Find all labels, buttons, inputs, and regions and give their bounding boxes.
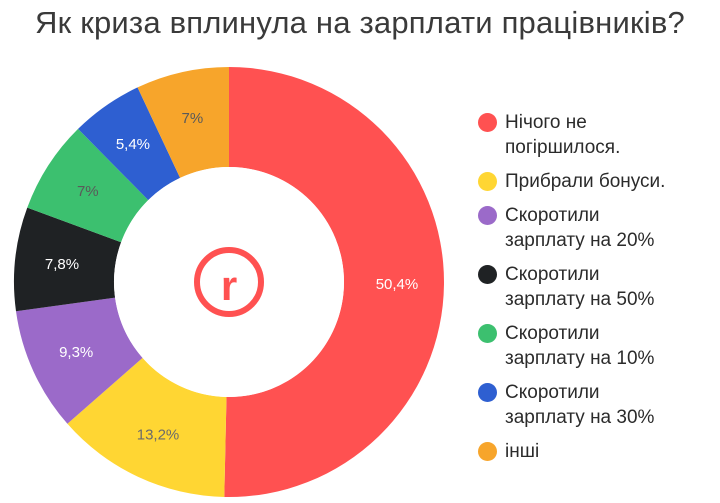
legend-item: Нічого не погіршилося. — [478, 110, 718, 160]
legend-label: Скоротили зарплату на 10% — [505, 323, 655, 369]
donut-slice — [14, 207, 122, 312]
legend-item: Прибрали бонуси. — [478, 169, 718, 194]
legend-swatch — [478, 113, 497, 132]
legend-swatch — [478, 172, 497, 191]
donut-hole — [114, 167, 344, 397]
legend-label: інші — [505, 441, 540, 462]
legend-label: Скоротили зарплату на 30% — [505, 382, 655, 428]
slice-label: 7,8% — [45, 256, 79, 273]
legend: Нічого не погіршилося. Прибрали бонуси. Ско… — [478, 110, 718, 473]
donut-slice — [27, 128, 149, 243]
slice-label: 5,4% — [116, 136, 150, 153]
legend-label: Скоротили зарплату на 50% — [505, 264, 655, 310]
legend-swatch — [478, 324, 497, 343]
legend-item: Скоротили зарплату на 30% — [478, 380, 718, 430]
donut-slice — [137, 67, 229, 178]
slice-label: 7% — [182, 110, 204, 127]
legend-label: Нічого не погіршилося. — [505, 112, 621, 158]
donut-slice — [16, 297, 143, 424]
legend-item: інші — [478, 439, 718, 464]
legend-swatch — [478, 442, 497, 461]
slice-label: 9,3% — [59, 344, 93, 361]
slice-label: 7% — [77, 183, 99, 200]
legend-item: Скоротили зарплату на 50% — [478, 262, 718, 312]
slice-label: 50,4% — [376, 276, 419, 293]
donut-slices — [14, 67, 444, 497]
slice-labels: 50,4% 13,2% 9,3% 7,8% 7% 5,4% 7% — [45, 110, 418, 443]
legend-swatch — [478, 265, 497, 284]
donut-slice — [67, 357, 227, 497]
donut-slice — [224, 67, 444, 497]
legend-label: Прибрали бонуси. — [505, 171, 666, 192]
slice-label: 13,2% — [137, 426, 180, 443]
donut-slice — [78, 87, 181, 201]
center-logo: r — [194, 247, 264, 317]
legend-swatch — [478, 383, 497, 402]
chart-title: Як криза вплинула на зарплати працівникі… — [35, 5, 685, 40]
logo-ring — [194, 247, 264, 317]
logo-letter: r — [221, 262, 237, 309]
legend-item: Скоротили зарплату на 20% — [478, 203, 718, 253]
legend-item: Скоротили зарплату на 10% — [478, 321, 718, 371]
legend-swatch — [478, 206, 497, 225]
legend-label: Скоротили зарплату на 20% — [505, 205, 655, 251]
